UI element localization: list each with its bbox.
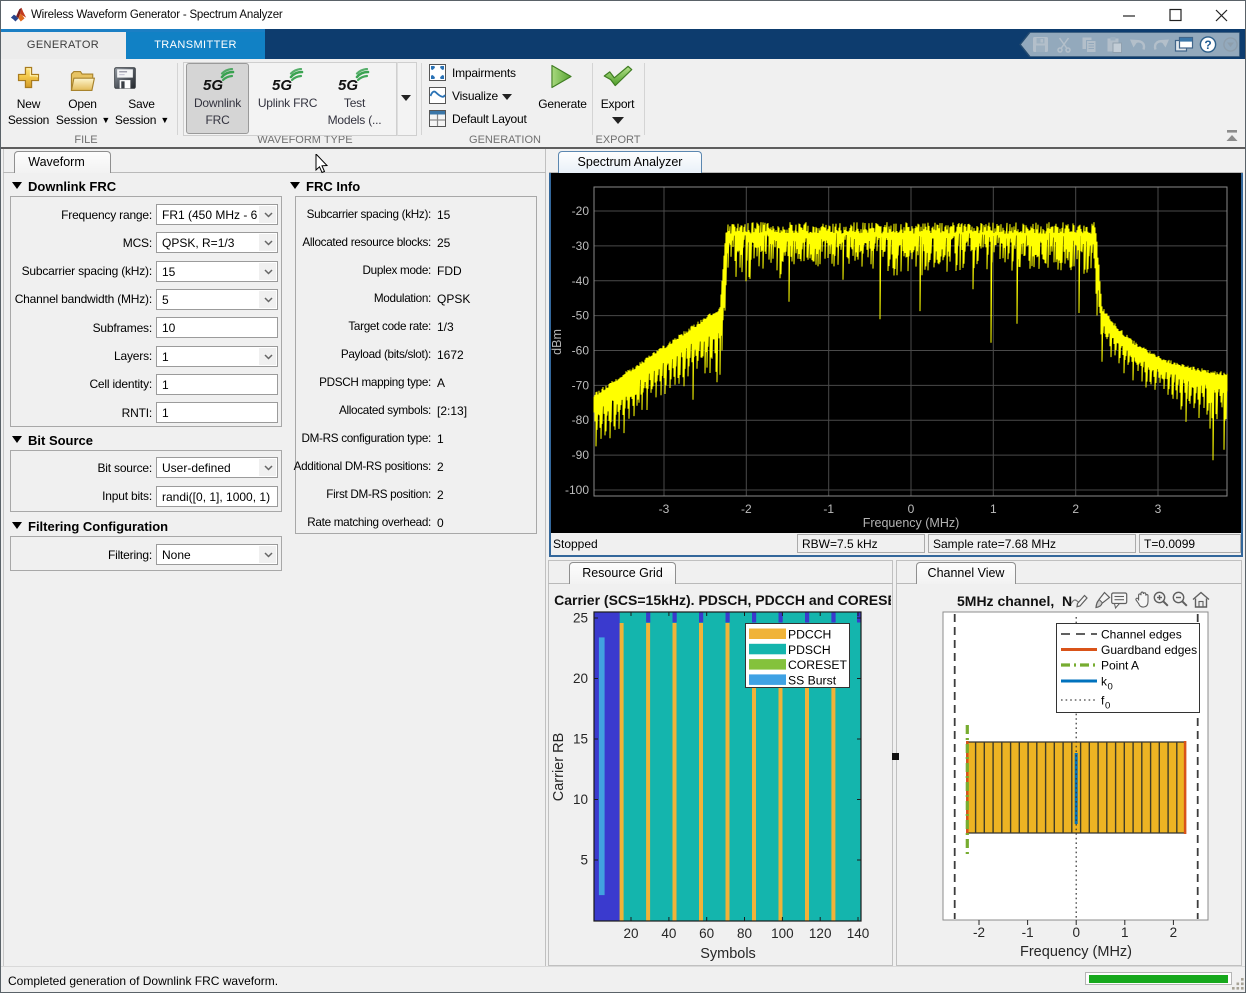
svg-text:-100: -100 <box>565 483 589 497</box>
svg-text:140: 140 <box>847 926 870 941</box>
svg-text:1: 1 <box>990 502 997 516</box>
svg-text:CORESET: CORESET <box>788 658 847 672</box>
svg-text:Channel edges: Channel edges <box>1101 628 1182 642</box>
svg-text:0: 0 <box>1072 925 1080 940</box>
svg-text:-1: -1 <box>823 502 834 516</box>
svg-text:10: 10 <box>573 792 588 807</box>
svg-text:Carrier RB: Carrier RB <box>551 733 567 801</box>
svg-text:-30: -30 <box>572 239 590 253</box>
svg-text:Frequency (MHz): Frequency (MHz) <box>863 516 960 530</box>
svg-text:0: 0 <box>908 502 915 516</box>
svg-text:25: 25 <box>573 611 588 626</box>
svg-text:PDSCH: PDSCH <box>788 643 831 657</box>
svg-text:80: 80 <box>737 926 752 941</box>
svg-text:k: k <box>1101 675 1108 689</box>
svg-text:0: 0 <box>1105 701 1110 712</box>
svg-text:5G: 5G <box>203 77 223 94</box>
svg-text:20: 20 <box>623 926 638 941</box>
svg-text:PDCCH: PDCCH <box>788 628 831 642</box>
svg-text:2: 2 <box>1170 925 1178 940</box>
svg-text:-70: -70 <box>572 378 590 392</box>
svg-text:-40: -40 <box>572 274 590 288</box>
svg-text:dBm: dBm <box>551 329 564 355</box>
svg-text:-2: -2 <box>741 502 752 516</box>
svg-text:f: f <box>1101 694 1105 708</box>
svg-text:?: ? <box>1204 38 1211 52</box>
svg-text:Guardband edges: Guardband edges <box>1101 643 1197 657</box>
svg-text:1: 1 <box>1121 925 1129 940</box>
svg-text:-60: -60 <box>572 344 590 358</box>
svg-text:2: 2 <box>1072 502 1079 516</box>
svg-text:SS Burst: SS Burst <box>788 673 837 687</box>
svg-text:3: 3 <box>1155 502 1162 516</box>
svg-text:20: 20 <box>573 671 588 686</box>
svg-text:100: 100 <box>771 926 794 941</box>
svg-text:-20: -20 <box>572 204 590 218</box>
svg-text:0: 0 <box>1108 682 1113 693</box>
svg-text:-90: -90 <box>572 448 590 462</box>
svg-text:5G: 5G <box>272 77 292 94</box>
svg-text:5G: 5G <box>338 77 358 94</box>
svg-text:Point A: Point A <box>1101 659 1139 673</box>
svg-text:120: 120 <box>809 926 832 941</box>
svg-text:-50: -50 <box>572 309 590 323</box>
svg-text:-3: -3 <box>659 502 670 516</box>
svg-text:5: 5 <box>580 853 588 868</box>
svg-text:-80: -80 <box>572 413 590 427</box>
svg-text:Symbols: Symbols <box>700 946 756 962</box>
svg-text:-1: -1 <box>1022 925 1034 940</box>
svg-text:15: 15 <box>573 732 588 747</box>
svg-text:60: 60 <box>699 926 714 941</box>
svg-text:40: 40 <box>661 926 676 941</box>
svg-text:Frequency (MHz): Frequency (MHz) <box>1020 944 1132 960</box>
svg-text:-2: -2 <box>973 925 985 940</box>
